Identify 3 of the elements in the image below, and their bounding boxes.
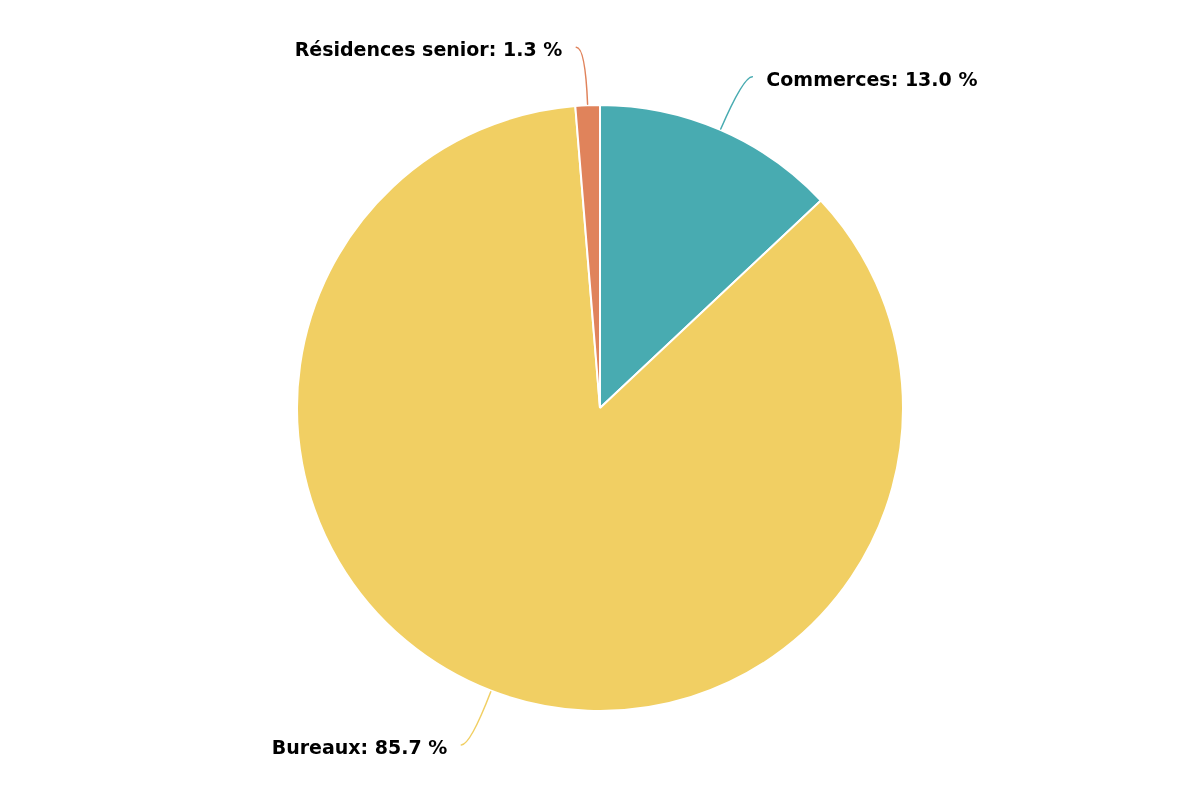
slice-label: Résidences senior: 1.3 % [294,38,563,61]
slice-label: Bureaux: 85.7 % [271,735,448,758]
slice-label: Commerces: 13.0 % [766,67,978,90]
